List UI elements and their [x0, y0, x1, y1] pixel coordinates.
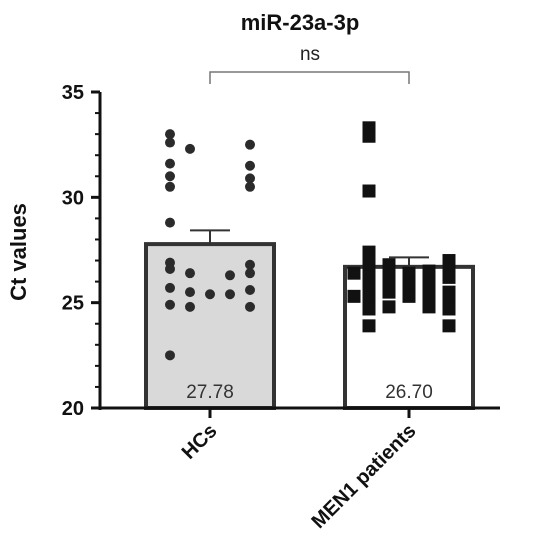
data-point — [442, 270, 456, 284]
x-tick-label: MEN1 patients — [308, 420, 421, 533]
data-point — [165, 299, 175, 310]
data-point — [245, 139, 255, 150]
data-point — [245, 160, 255, 171]
data-point — [347, 266, 361, 280]
y-tick-label: 35 — [62, 82, 84, 104]
data-point — [225, 270, 235, 281]
y-axis-label: Ct values — [6, 203, 31, 301]
data-point — [402, 289, 416, 303]
data-point — [165, 350, 175, 361]
data-point — [225, 289, 235, 300]
data-point — [165, 129, 175, 140]
data-point — [185, 143, 195, 154]
data-point — [165, 217, 175, 228]
plot-area: 27.78 26.70 20 25 30 35 HCs MEN1 patients — [62, 82, 500, 533]
data-point — [165, 171, 175, 182]
y-tick-label: 25 — [62, 293, 84, 315]
data-point — [422, 287, 436, 301]
data-point — [165, 158, 175, 169]
data-point — [442, 291, 456, 305]
data-point — [185, 287, 195, 298]
data-point — [362, 184, 376, 198]
data-point — [185, 301, 195, 312]
data-point — [402, 279, 416, 293]
data-point — [165, 282, 175, 293]
data-point — [382, 272, 396, 286]
data-point — [382, 285, 396, 299]
data-point — [245, 181, 255, 192]
y-tick-label: 20 — [62, 398, 84, 420]
data-point — [347, 289, 361, 303]
data-point — [185, 268, 195, 279]
data-point — [165, 263, 175, 274]
bar-value-label-1: 27.78 — [186, 382, 234, 403]
data-point — [165, 181, 175, 192]
significance-bracket: ns — [209, 44, 410, 84]
significance-line — [209, 71, 410, 84]
y-tick-label: 30 — [62, 187, 84, 209]
data-point — [422, 264, 436, 278]
chart-title: miR-23a-3p — [241, 10, 360, 35]
data-point — [245, 268, 255, 279]
data-point — [362, 319, 376, 333]
data-point — [382, 300, 396, 314]
data-point — [422, 275, 436, 289]
data-point — [402, 266, 416, 280]
data-point — [245, 285, 255, 296]
data-point — [362, 302, 376, 316]
data-point — [442, 319, 456, 333]
data-point — [442, 302, 456, 316]
x-tick-label: HCs — [178, 420, 222, 464]
data-point — [205, 289, 215, 300]
data-point — [245, 301, 255, 312]
significance-label: ns — [300, 44, 320, 65]
data-point — [165, 137, 175, 148]
data-point — [362, 291, 376, 305]
data-point — [245, 173, 255, 184]
data-point — [362, 270, 376, 284]
data-point — [362, 260, 376, 274]
data-point — [362, 281, 376, 295]
bar-value-label-2: 26.70 — [385, 382, 433, 403]
data-point — [245, 259, 255, 270]
data-point — [422, 300, 436, 314]
data-point — [362, 129, 376, 143]
